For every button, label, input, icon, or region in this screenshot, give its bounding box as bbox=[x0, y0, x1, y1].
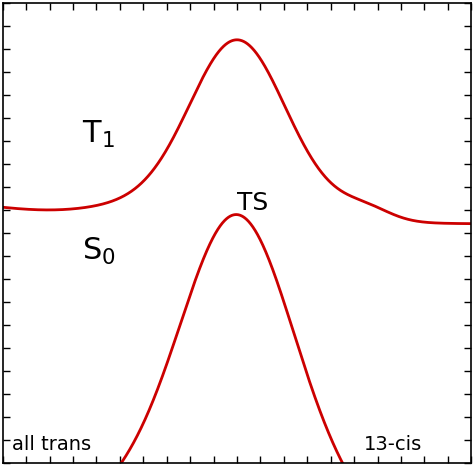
Text: TS: TS bbox=[237, 191, 268, 215]
Text: all trans: all trans bbox=[12, 435, 91, 454]
Text: 13-cis: 13-cis bbox=[364, 435, 422, 454]
Text: S$_0$: S$_0$ bbox=[82, 236, 116, 267]
Text: T$_1$: T$_1$ bbox=[82, 118, 115, 150]
